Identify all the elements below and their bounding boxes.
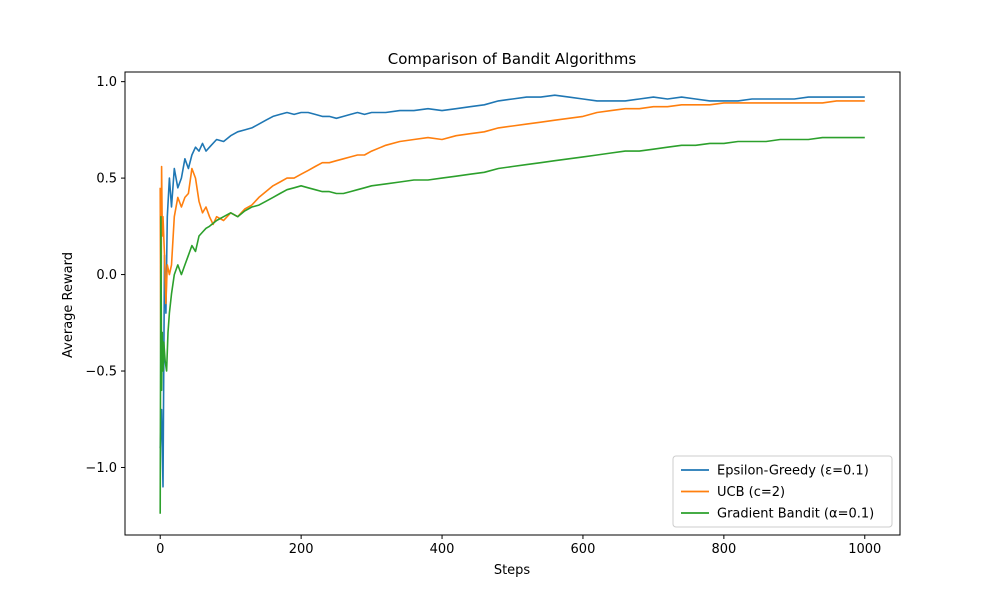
y-tick-label: 0.5 [96,172,117,187]
series-line-1 [159,94,865,488]
x-tick-label: 0 [156,542,164,557]
x-tick-label: 600 [571,542,596,557]
plot-frame [124,71,901,536]
series-layer [159,94,865,514]
x-tick-label: 200 [289,542,314,557]
y-tick-label: −0.5 [85,365,117,380]
legend-label: Epsilon-Greedy (ε=0.1) [717,464,869,479]
y-tick-label: 1.0 [96,75,117,90]
y-tick-label: −1.0 [85,461,117,476]
legend-label: UCB (c=2) [717,485,785,500]
ticks-layer: 0 200 400 600 800 1000 −1.0 −0.5 0.0 0.5 1.0 [85,75,881,557]
x-tick-label: 400 [430,542,455,557]
x-tick-label: 1000 [848,542,881,557]
legend-box [672,455,893,528]
series-line-2 [159,100,865,392]
x-tick-label: 800 [711,542,736,557]
chart-title: Comparison of Bandit Algorithms [388,50,637,68]
legend: Epsilon-Greedy (ε=0.1) UCB (c=2) Gradient … [672,455,893,528]
legend-label: Gradient Bandit (α=0.1) [717,507,874,522]
y-tick-label: 0.0 [96,268,117,283]
series-line-3 [159,136,865,514]
y-axis-label: Average Reward [61,252,76,358]
axes-layer [124,71,901,536]
x-axis-label: Steps [494,563,531,578]
